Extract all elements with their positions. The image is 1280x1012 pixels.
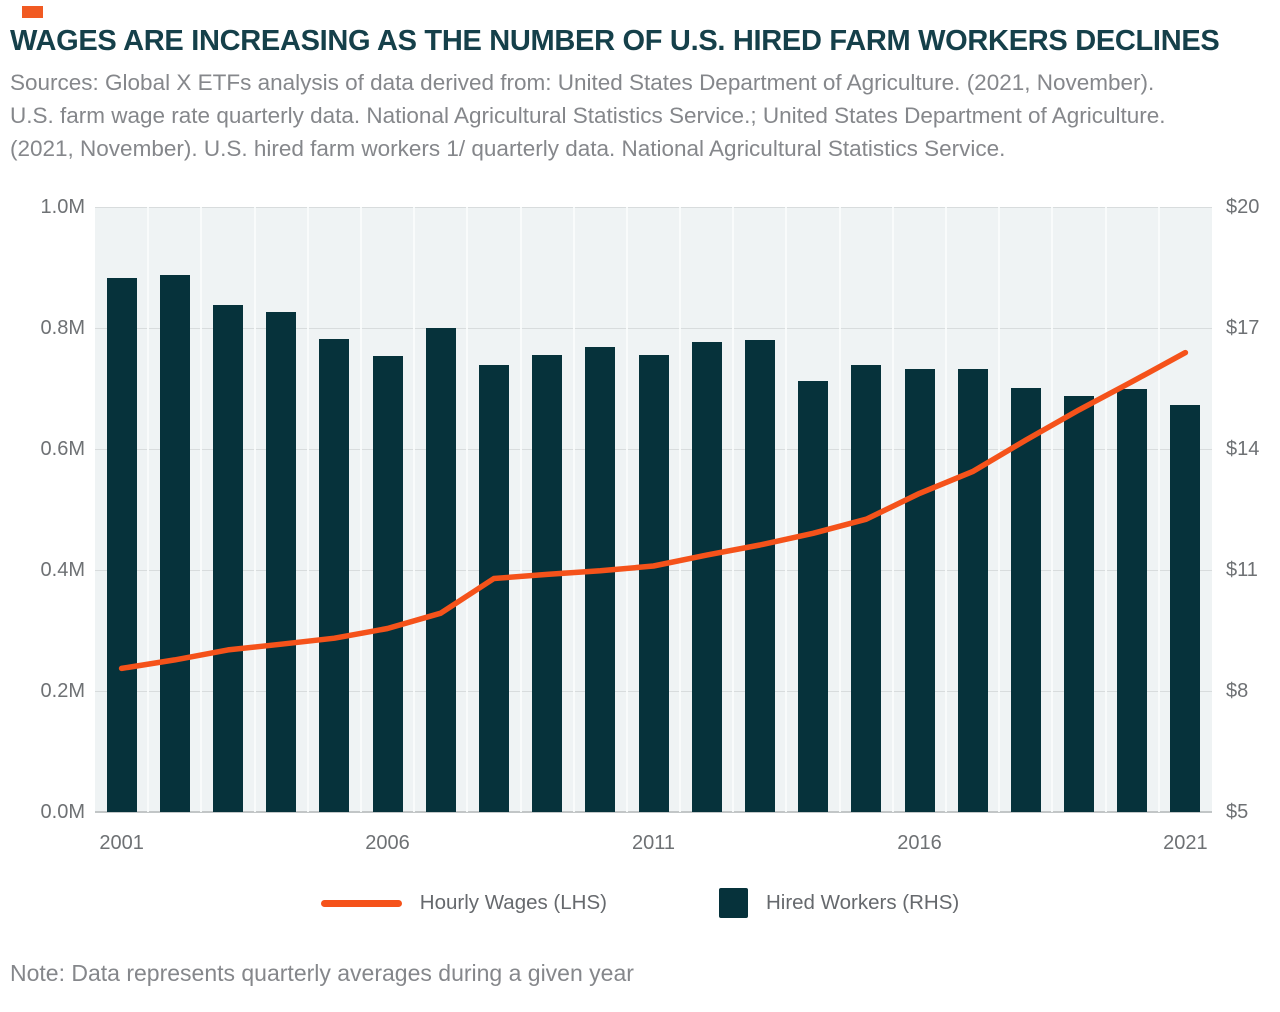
sources-line-1: Sources: Global X ETFs analysis of data … [10, 70, 1155, 95]
v-gridline [625, 207, 628, 812]
v-gridline [466, 207, 469, 812]
brand-accent-bar [22, 6, 43, 18]
left-axis-tick: 1.0M [40, 196, 85, 218]
bar-2014 [798, 380, 829, 812]
x-axis-baseline [95, 811, 1212, 813]
v-gridline [359, 207, 362, 812]
h-gridline [95, 328, 1212, 329]
bar-2016 [904, 369, 935, 812]
bar-2007 [425, 328, 456, 812]
sources-line-3: (2021, November). U.S. hired farm worker… [10, 136, 1006, 161]
right-axis-tick: $14 [1226, 438, 1260, 460]
bar-2018 [1010, 387, 1041, 812]
bar-2019 [1064, 395, 1094, 812]
bar-2010 [585, 346, 616, 812]
v-gridline [147, 207, 150, 812]
bar-2009 [532, 355, 563, 812]
legend-item-hired-workers: Hired Workers (RHS) [718, 888, 960, 918]
x-axis-tick-2006: 2006 [365, 832, 410, 854]
note-text: Note: Data represents quarterly averages… [10, 960, 634, 986]
bar-2004 [266, 311, 297, 812]
left-axis-tick: 0.0M [40, 801, 85, 823]
legend-label-hourly-wages: Hourly Wages (LHS) [419, 891, 607, 914]
sources-text: Sources: Global X ETFs analysis of data … [10, 66, 1276, 165]
bar-2001 [106, 277, 137, 812]
x-axis-tick-2016: 2016 [897, 832, 942, 854]
v-gridline [785, 207, 788, 812]
v-gridline [519, 207, 522, 812]
plot-area [95, 207, 1212, 813]
right-axis-tick: $8 [1226, 680, 1249, 702]
sources-line-2: U.S. farm wage rate quarterly data. Nati… [10, 103, 1166, 128]
hired-workers-square-swatch-icon [718, 888, 748, 918]
bar-2011 [638, 355, 669, 812]
left-axis-tick: 0.4M [40, 559, 85, 581]
right-y-axis-hourly-wages: $20 $17 $14 $11 $8 $5 [1226, 196, 1280, 823]
bar-2002 [159, 274, 190, 812]
right-axis-tick: $11 [1226, 559, 1258, 581]
legend-item-hourly-wages: Hourly Wages (LHS) [320, 891, 607, 915]
v-gridline [306, 207, 309, 812]
bar-2021 [1170, 405, 1201, 812]
h-gridline [95, 207, 1212, 208]
bar-2017 [957, 368, 988, 812]
x-axis-tick-2021: 2021 [1163, 832, 1208, 854]
v-gridline [679, 207, 682, 812]
v-gridline [998, 207, 1001, 812]
legend-label-hired-workers: Hired Workers (RHS) [765, 891, 960, 914]
legend: Hourly Wages (LHS) Hired Workers (RHS) [0, 886, 1280, 920]
v-gridline [200, 207, 203, 812]
bar-2006 [372, 355, 403, 812]
right-axis-tick: $20 [1226, 196, 1260, 218]
bar-2012 [691, 341, 722, 812]
v-gridline [413, 207, 416, 812]
v-gridline [1104, 207, 1107, 812]
bar-2013 [744, 340, 775, 812]
hourly-wages-line [118, 349, 1189, 672]
left-axis-tick: 0.6M [40, 438, 85, 460]
v-gridline [1157, 207, 1160, 812]
v-gridline [732, 207, 735, 812]
x-axis-tick-2001: 2001 [99, 832, 144, 854]
bar-2005 [319, 338, 350, 812]
left-axis-tick: 0.8M [40, 317, 85, 339]
x-axis-tick-2011: 2011 [631, 832, 676, 854]
left-axis-tick: 0.2M [40, 680, 85, 702]
bar-2003 [213, 305, 243, 812]
bar-2015 [851, 364, 882, 812]
right-axis-tick: $17 [1226, 317, 1260, 339]
left-y-axis-hired-workers: 1.0M 0.8M 0.6M 0.4M 0.2M 0.0M [0, 196, 85, 823]
chart-title: WAGES ARE INCREASING AS THE NUMBER OF U.… [10, 25, 1220, 57]
v-gridline [572, 207, 575, 812]
v-gridline [253, 207, 256, 812]
bar-2020 [1117, 389, 1148, 812]
hourly-wages-line-swatch-icon [320, 899, 402, 907]
v-gridline [838, 207, 841, 812]
right-axis-tick: $5 [1226, 801, 1249, 823]
v-gridline [945, 207, 948, 812]
hourly-wages-polyline [118, 349, 1189, 672]
v-gridline [891, 207, 894, 812]
v-gridline [1051, 207, 1054, 812]
bar-2008 [478, 364, 509, 812]
x-axis-years: 2001 2006 2011 2016 2021 [95, 831, 1212, 857]
